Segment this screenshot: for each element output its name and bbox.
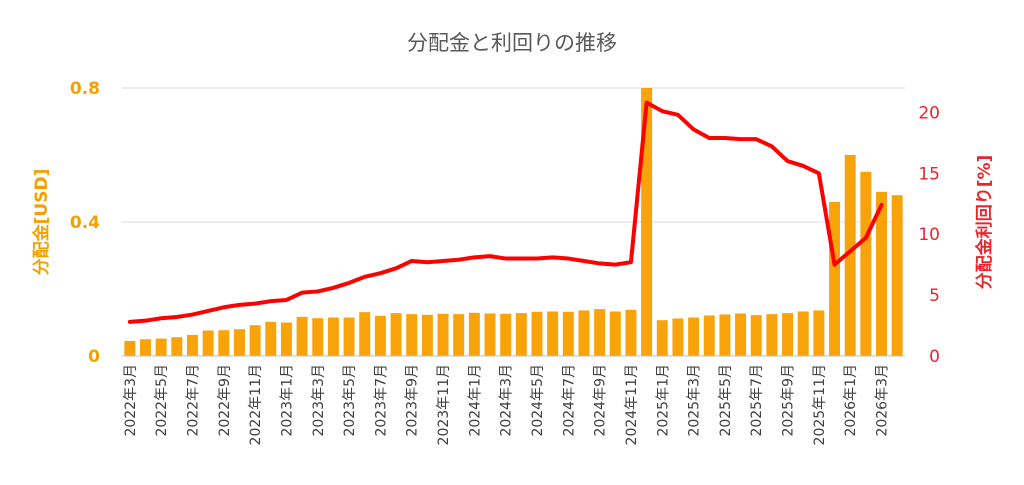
bar — [296, 316, 308, 356]
bar — [829, 201, 841, 356]
x-tick-label: 2024年1月 — [467, 364, 483, 437]
grid — [122, 87, 905, 223]
left-axis-ticks: 0 0.4 0.8 — [70, 79, 100, 367]
bar — [515, 313, 527, 356]
bar — [656, 320, 668, 356]
x-tick-label: 2023年3月 — [311, 364, 327, 437]
bar — [140, 339, 151, 356]
bar — [500, 313, 512, 356]
bar — [186, 334, 198, 356]
bar — [782, 313, 794, 356]
x-axis-ticks: 2022年3月 2022年5月 2022年7月 2022年9月 2022年11月 2023… — [123, 364, 891, 445]
bar — [625, 309, 637, 356]
bar — [265, 321, 277, 356]
right-tick-label: 15 — [918, 164, 940, 184]
bar — [468, 312, 480, 356]
x-tick-label: 2023年9月 — [405, 364, 421, 437]
right-axis-ticks: 0 5 10 15 20 — [918, 103, 940, 367]
x-tick-label: 2023年5月 — [342, 364, 358, 437]
x-tick-label: 2022年9月 — [217, 364, 233, 437]
x-tick-label: 2025年11月 — [812, 364, 828, 445]
x-tick-label: 2022年5月 — [154, 364, 170, 437]
bar — [735, 313, 747, 356]
x-tick-label: 2026年1月 — [843, 364, 859, 437]
x-tick-label: 2022年3月 — [123, 364, 139, 437]
x-tick-label: 2026年3月 — [875, 364, 891, 437]
bar — [124, 340, 136, 356]
bar — [327, 317, 339, 356]
bar — [249, 325, 261, 356]
bar — [437, 313, 449, 356]
bar — [672, 318, 684, 356]
left-tick-label: 0 — [88, 347, 100, 367]
bar — [688, 317, 700, 356]
left-tick-label: 0.4 — [70, 213, 100, 233]
bar — [641, 88, 653, 356]
bar — [797, 311, 809, 356]
x-tick-label: 2024年5月 — [530, 364, 546, 437]
bar — [609, 311, 621, 356]
x-tick-label: 2022年11月 — [248, 364, 264, 445]
x-tick-label: 2025年9月 — [781, 364, 797, 437]
bar — [233, 329, 245, 356]
line-series — [127, 100, 884, 324]
left-axis-label: 分配金[USD] — [31, 169, 52, 276]
chart-title: 分配金と利回りの推移 — [407, 31, 617, 55]
bar — [860, 171, 872, 356]
x-tick-label: 2023年7月 — [373, 364, 389, 437]
bar — [766, 314, 778, 357]
bar — [390, 313, 402, 356]
bar-series — [124, 88, 903, 357]
bar — [280, 322, 292, 356]
bar — [876, 191, 887, 356]
bar — [531, 311, 543, 356]
bar — [844, 155, 856, 356]
x-tick-label: 2023年11月 — [436, 364, 452, 445]
bar — [202, 330, 214, 356]
x-tick-label: 2024年3月 — [499, 364, 515, 437]
right-tick-label: 10 — [918, 225, 940, 245]
bar — [359, 312, 371, 356]
right-tick-label: 20 — [918, 103, 940, 123]
bar — [421, 314, 433, 356]
left-tick-label: 0.8 — [70, 79, 100, 99]
bar — [813, 310, 825, 356]
bar — [312, 318, 324, 356]
right-tick-label: 0 — [929, 347, 940, 367]
x-tick-label: 2024年7月 — [561, 364, 577, 437]
x-tick-label: 2025年7月 — [749, 364, 765, 437]
yield-line — [127, 100, 884, 324]
bar — [547, 311, 559, 356]
bar — [155, 338, 167, 356]
bar — [891, 195, 903, 356]
x-tick-label: 2025年3月 — [687, 364, 703, 437]
right-tick-label: 5 — [929, 286, 940, 306]
bar — [374, 315, 386, 356]
bar — [578, 310, 590, 356]
bar — [171, 337, 183, 356]
bar — [703, 315, 715, 356]
x-tick-label: 2024年9月 — [593, 364, 609, 437]
x-tick-label: 2023年1月 — [279, 364, 295, 437]
x-tick-label: 2025年1月 — [655, 364, 671, 437]
x-tick-label: 2025年5月 — [718, 364, 734, 437]
bar — [218, 330, 230, 356]
bar — [484, 313, 496, 356]
bar — [750, 315, 762, 356]
bar — [594, 309, 606, 356]
x-tick-label: 2024年11月 — [624, 364, 640, 445]
bar — [406, 314, 418, 357]
right-axis-label: 分配金利回り[%] — [974, 155, 995, 290]
bar — [719, 314, 731, 356]
bar — [453, 314, 465, 357]
bar — [562, 311, 574, 356]
bar — [343, 317, 355, 356]
x-tick-label: 2022年7月 — [185, 364, 201, 437]
